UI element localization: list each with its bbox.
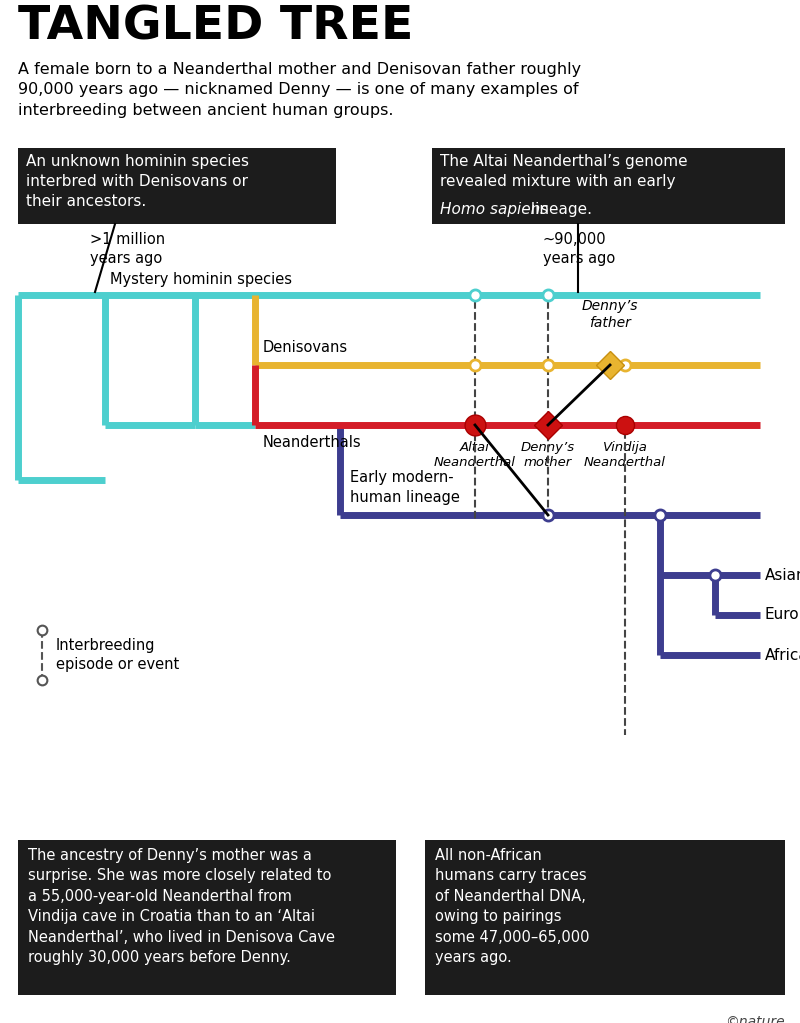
Text: Early modern-
human lineage: Early modern- human lineage xyxy=(350,471,460,505)
Text: lineage.: lineage. xyxy=(526,202,592,217)
Text: An unknown hominin species
interbred with Denisovans or
their ancestors.: An unknown hominin species interbred wit… xyxy=(26,154,249,209)
Text: The Altai Neanderthal’s genome
revealed mixture with an early: The Altai Neanderthal’s genome revealed … xyxy=(440,154,688,189)
Text: ~90,000
years ago: ~90,000 years ago xyxy=(543,232,615,266)
Text: A female born to a Neanderthal mother and Denisovan father roughly
90,000 years : A female born to a Neanderthal mother an… xyxy=(18,62,581,118)
FancyBboxPatch shape xyxy=(18,148,336,224)
Text: Neanderthals: Neanderthals xyxy=(263,435,362,450)
Text: All non-African
humans carry traces
of Neanderthal DNA,
owing to pairings
some 4: All non-African humans carry traces of N… xyxy=(435,848,590,965)
Text: Altai
Neanderthal: Altai Neanderthal xyxy=(434,441,516,470)
Text: Interbreeding
episode or event: Interbreeding episode or event xyxy=(56,637,179,672)
Text: >1 million
years ago: >1 million years ago xyxy=(90,232,165,266)
FancyBboxPatch shape xyxy=(425,840,785,995)
Text: Denny’s
father: Denny’s father xyxy=(582,299,638,330)
Text: Vindija
Neanderthal: Vindija Neanderthal xyxy=(584,441,666,470)
Text: Mystery hominin species: Mystery hominin species xyxy=(110,272,292,287)
Text: Homo sapiens: Homo sapiens xyxy=(440,202,548,217)
Text: Africans: Africans xyxy=(765,648,800,663)
FancyBboxPatch shape xyxy=(432,148,785,224)
Text: Europeans: Europeans xyxy=(765,608,800,623)
FancyBboxPatch shape xyxy=(18,840,396,995)
Text: Asians: Asians xyxy=(765,568,800,582)
Text: TANGLED TREE: TANGLED TREE xyxy=(18,5,414,50)
Text: The ancestry of Denny’s mother was a
surprise. She was more closely related to
a: The ancestry of Denny’s mother was a sur… xyxy=(28,848,335,965)
Text: Denny’s
mother: Denny’s mother xyxy=(521,441,575,470)
Text: ©nature: ©nature xyxy=(726,1015,785,1023)
Text: Denisovans: Denisovans xyxy=(263,340,348,355)
